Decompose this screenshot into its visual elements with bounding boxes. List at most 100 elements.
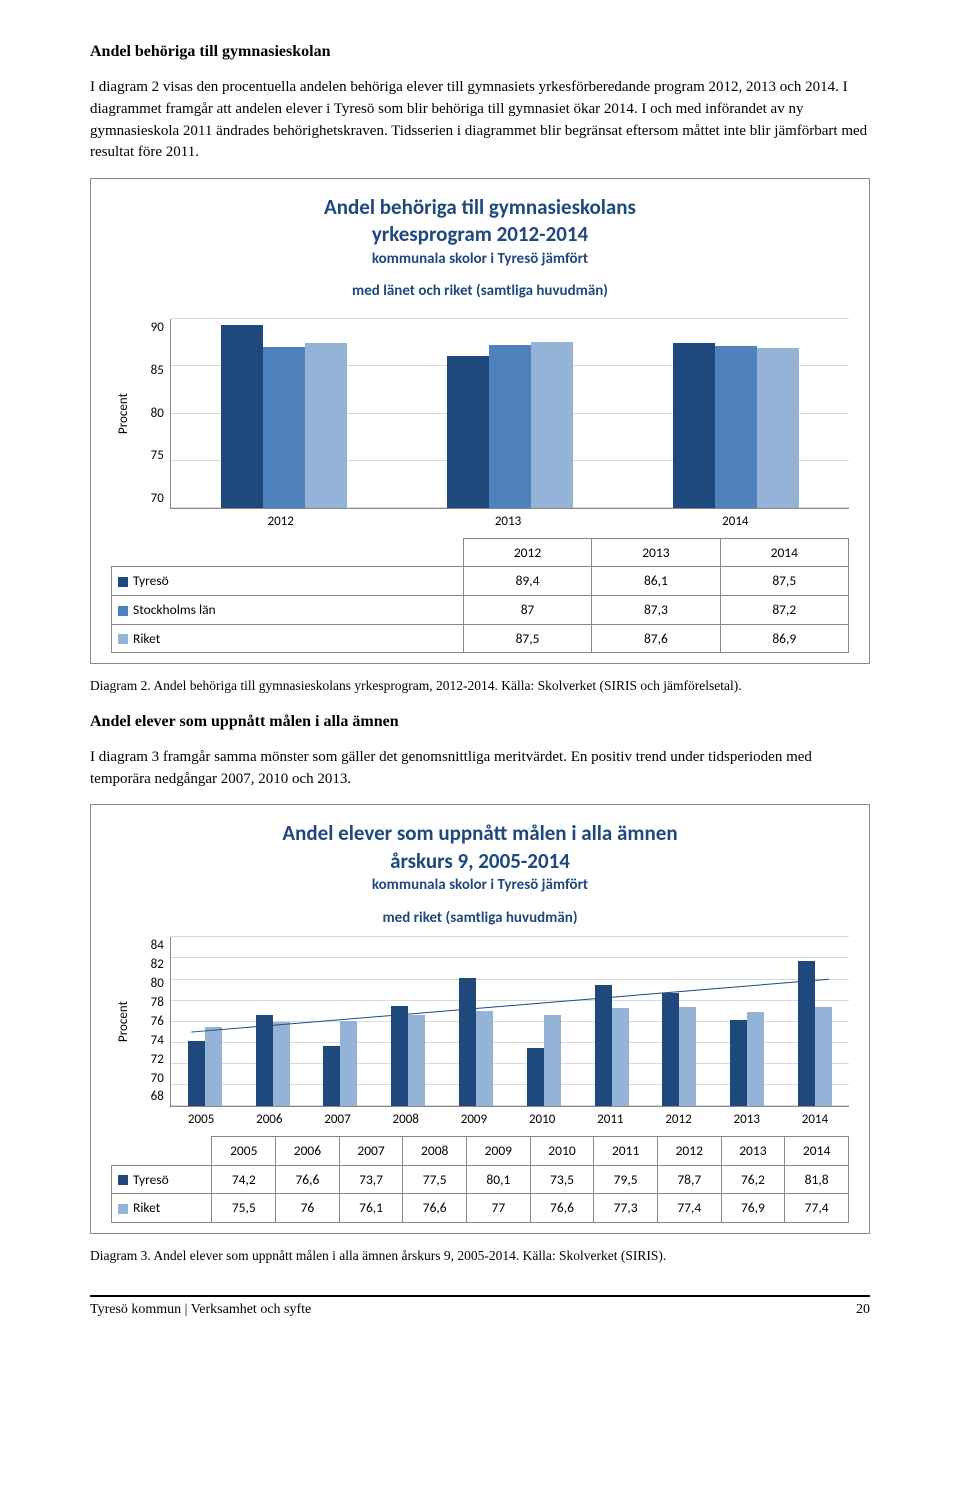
legend-swatch bbox=[118, 634, 128, 644]
chart-1-box: Andel behöriga till gymnasieskolans yrke… bbox=[90, 178, 870, 664]
table-rowhead: Riket bbox=[112, 624, 464, 653]
bar bbox=[798, 961, 815, 1107]
bar bbox=[612, 1008, 629, 1106]
bar bbox=[595, 985, 612, 1106]
series-name: Stockholms län bbox=[133, 601, 216, 618]
bar bbox=[679, 1007, 696, 1106]
bar bbox=[305, 343, 347, 508]
table-header: 2008 bbox=[403, 1137, 467, 1166]
bar bbox=[459, 978, 476, 1106]
bar-group bbox=[781, 937, 849, 1106]
table-cell: 77,4 bbox=[657, 1194, 721, 1223]
bar bbox=[447, 356, 489, 508]
table-header: 2010 bbox=[530, 1137, 594, 1166]
legend-swatch bbox=[118, 577, 128, 587]
table-rowhead: Tyresö bbox=[112, 1165, 212, 1194]
bar bbox=[476, 1011, 493, 1106]
legend-swatch bbox=[118, 1175, 128, 1185]
table-cell: 76 bbox=[276, 1194, 340, 1223]
chart-2-title-line2: årskurs 9, 2005-2014 bbox=[111, 849, 849, 874]
table-cell: 86,1 bbox=[592, 567, 720, 596]
table-cell: 78,7 bbox=[657, 1165, 721, 1194]
xtick-label: 2012 bbox=[644, 1107, 712, 1130]
table-cell: 80,1 bbox=[467, 1165, 531, 1194]
xtick-label: 2012 bbox=[167, 509, 394, 532]
table-header: 2014 bbox=[720, 538, 848, 567]
bar bbox=[263, 347, 305, 508]
table-cell: 76,6 bbox=[530, 1194, 594, 1223]
chart-2-title-line1: Andel elever som uppnått målen i alla äm… bbox=[111, 821, 849, 846]
xtick-label: 2010 bbox=[508, 1107, 576, 1130]
table-header: 2013 bbox=[721, 1137, 785, 1166]
table-cell: 77,4 bbox=[785, 1194, 849, 1223]
bar bbox=[273, 1022, 290, 1107]
table-header: 2005 bbox=[212, 1137, 276, 1166]
chart-1-plot bbox=[170, 319, 849, 509]
table-cell: 87,3 bbox=[592, 596, 720, 625]
chart-1-subtitle-line1: kommunala skolor i Tyresö jämfört bbox=[111, 250, 849, 269]
table-cell: 87,5 bbox=[463, 624, 591, 653]
table-header: 2007 bbox=[339, 1137, 403, 1166]
chart-1-plot-area: Procent 9085807570 bbox=[111, 319, 849, 509]
bar bbox=[815, 1007, 832, 1106]
bar bbox=[531, 342, 573, 508]
bar-group bbox=[171, 319, 397, 508]
bar-group bbox=[374, 937, 442, 1106]
table-row: Tyresö74,276,673,777,580,173,579,578,776… bbox=[112, 1165, 849, 1194]
table-cell: 79,5 bbox=[594, 1165, 658, 1194]
ytick-label: 74 bbox=[138, 1032, 164, 1051]
bar bbox=[757, 348, 799, 508]
table-header: 2012 bbox=[657, 1137, 721, 1166]
ytick-label: 68 bbox=[138, 1088, 164, 1107]
bar bbox=[256, 1015, 273, 1106]
series-name: Tyresö bbox=[133, 1171, 169, 1188]
ytick-label: 80 bbox=[138, 975, 164, 994]
xtick-label: 2005 bbox=[167, 1107, 235, 1130]
bar bbox=[221, 325, 263, 508]
bar bbox=[340, 1021, 357, 1107]
series-name: Tyresö bbox=[133, 572, 169, 589]
caption-1: Diagram 2. Andel behöriga till gymnasies… bbox=[90, 676, 870, 696]
table-cell: 73,7 bbox=[339, 1165, 403, 1194]
table-header: 2013 bbox=[592, 538, 720, 567]
chart-1-yticks: 9085807570 bbox=[138, 319, 170, 509]
chart-2-plot-area: Procent 848280787674727068 bbox=[111, 937, 849, 1107]
table-header: 2011 bbox=[594, 1137, 658, 1166]
ytick-label: 78 bbox=[138, 994, 164, 1013]
table-cell: 75,5 bbox=[212, 1194, 276, 1223]
bar bbox=[673, 343, 715, 508]
table-cell: 87,2 bbox=[720, 596, 848, 625]
bar bbox=[391, 1006, 408, 1106]
caption-2: Diagram 3. Andel elever som uppnått måle… bbox=[90, 1246, 870, 1266]
bar bbox=[747, 1012, 764, 1106]
xtick-label: 2009 bbox=[440, 1107, 508, 1130]
chart-2-box: Andel elever som uppnått målen i alla äm… bbox=[90, 804, 870, 1233]
table-header: 2012 bbox=[463, 538, 591, 567]
table-cell: 87,6 bbox=[592, 624, 720, 653]
table-row: Stockholms län8787,387,2 bbox=[112, 596, 849, 625]
chart-1-title-line2: yrkesprogram 2012-2014 bbox=[111, 222, 849, 247]
table-header: 2009 bbox=[467, 1137, 531, 1166]
chart-1-ylabel: Procent bbox=[111, 319, 138, 509]
chart-2-subtitle-line1: kommunala skolor i Tyresö jämfört bbox=[111, 876, 849, 895]
chart-1-xlabels: 201220132014 bbox=[167, 509, 849, 532]
xtick-label: 2011 bbox=[576, 1107, 644, 1130]
chart-1-title-line1: Andel behöriga till gymnasieskolans bbox=[111, 195, 849, 220]
bar bbox=[188, 1041, 205, 1106]
table-cell: 76,9 bbox=[721, 1194, 785, 1223]
bar bbox=[730, 1020, 747, 1107]
xtick-label: 2014 bbox=[781, 1107, 849, 1130]
xtick-label: 2013 bbox=[394, 509, 621, 532]
table-cell: 76,1 bbox=[339, 1194, 403, 1223]
table-cell: 77 bbox=[467, 1194, 531, 1223]
chart-2-data-table: 2005200620072008200920102011201220132014… bbox=[111, 1136, 849, 1223]
ytick-label: 84 bbox=[138, 937, 164, 956]
table-cell: 76,2 bbox=[721, 1165, 785, 1194]
table-cell: 87,5 bbox=[720, 567, 848, 596]
table-row: Riket87,587,686,9 bbox=[112, 624, 849, 653]
ytick-label: 80 bbox=[138, 405, 164, 424]
bar-group bbox=[306, 937, 374, 1106]
bar bbox=[544, 1015, 561, 1106]
table-cell: 77,5 bbox=[403, 1165, 467, 1194]
table-cell: 81,8 bbox=[785, 1165, 849, 1194]
